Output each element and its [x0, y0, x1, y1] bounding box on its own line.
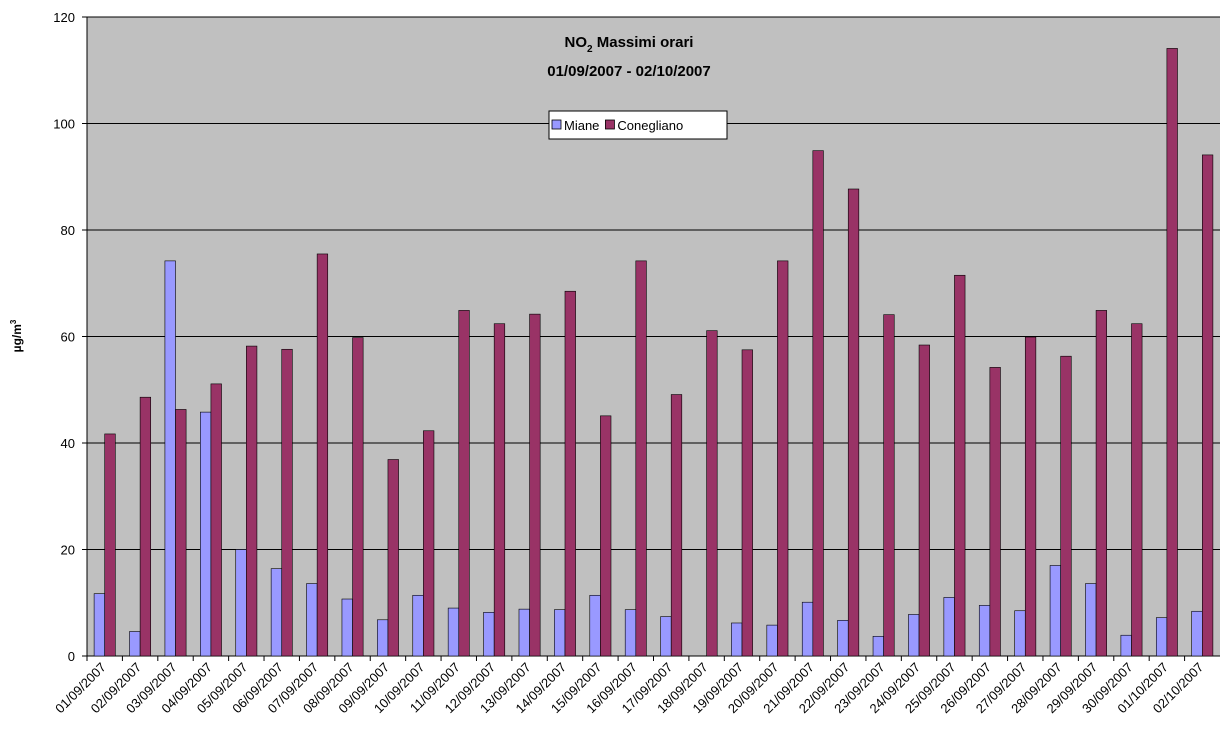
bar [837, 620, 849, 657]
bar [1014, 610, 1026, 657]
bar [918, 344, 930, 657]
bar [316, 253, 329, 657]
bar [989, 367, 1001, 657]
bar [1201, 154, 1214, 657]
bar [589, 594, 601, 657]
bar [129, 631, 141, 657]
bar [306, 583, 318, 657]
bar [104, 433, 116, 657]
y-tick-label: 40 [61, 436, 75, 451]
y-tick-label: 20 [61, 543, 75, 558]
bar [1155, 617, 1168, 657]
bar [518, 608, 530, 657]
y-axis-label: µg/m3 [9, 319, 24, 352]
bar [1095, 310, 1107, 657]
bar [93, 593, 106, 657]
y-tick-label: 60 [61, 330, 75, 345]
bar [908, 614, 920, 657]
bar [706, 330, 718, 657]
bar [847, 188, 860, 657]
bar [493, 323, 506, 657]
chart-subtitle: 01/09/2007 - 02/10/2007 [547, 63, 710, 80]
y-tick-label: 80 [61, 223, 75, 238]
bar [1024, 336, 1037, 657]
title-part: Massimi orari [593, 34, 694, 51]
bar [529, 313, 541, 657]
bar [270, 568, 283, 657]
bar [1060, 355, 1072, 657]
legend-box [548, 110, 728, 140]
bar [1120, 634, 1132, 657]
bar [246, 345, 258, 657]
bar [1166, 48, 1178, 657]
bar [281, 348, 293, 657]
bar [1191, 610, 1203, 657]
bar [1131, 323, 1143, 657]
bar [624, 609, 637, 657]
y-label-part: µg/m [10, 324, 24, 352]
bar [447, 607, 460, 657]
chart-title: NO2 Massimi orari [565, 34, 694, 55]
bar [600, 415, 612, 657]
legend-label: Miane [564, 118, 599, 133]
legend-swatch [551, 119, 562, 130]
bar [777, 260, 789, 657]
bar [564, 290, 576, 657]
bar [412, 594, 424, 657]
bar [387, 459, 399, 657]
bar [175, 409, 187, 657]
bar [978, 605, 991, 657]
bar [554, 609, 566, 657]
bar [954, 274, 966, 657]
bar [801, 601, 814, 657]
bar [377, 619, 389, 657]
bar [210, 383, 222, 657]
title-part: NO [565, 34, 588, 51]
bar [635, 260, 647, 657]
bar [872, 635, 884, 657]
bar [164, 260, 176, 657]
bar [660, 616, 672, 657]
bar [943, 597, 955, 657]
bar [766, 624, 778, 657]
y-tick-label: 120 [53, 10, 75, 25]
legend-swatch [605, 119, 615, 130]
bar [741, 349, 753, 657]
bar [1049, 565, 1061, 657]
bar [200, 411, 212, 657]
y-tick-label: 0 [68, 649, 75, 664]
bar [1085, 583, 1097, 657]
bar [731, 622, 743, 657]
bar [139, 396, 152, 657]
bar [341, 598, 353, 657]
title-subscript: 2 [587, 44, 593, 55]
bar [352, 337, 364, 657]
legend-label: Conegliano [617, 118, 683, 133]
bar [423, 430, 435, 657]
y-label-superscript: 3 [9, 319, 18, 324]
legend: Miane Conegliano [548, 110, 728, 140]
bar [458, 310, 470, 657]
bar [812, 150, 824, 657]
bar [483, 612, 495, 657]
bar [235, 549, 247, 657]
bar [883, 314, 895, 657]
bar [670, 394, 683, 657]
y-tick-label: 100 [53, 117, 75, 132]
